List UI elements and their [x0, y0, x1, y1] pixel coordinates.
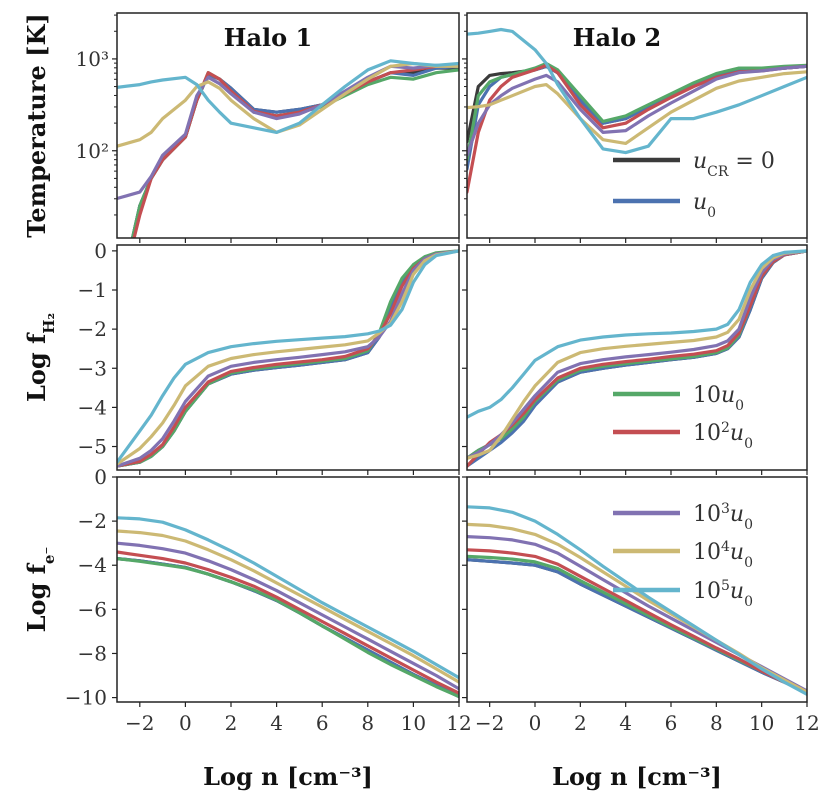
y-tick-label: −4: [78, 395, 107, 419]
series-line-10-4u0: [467, 249, 807, 460]
panel-fe-halo-2: −2 0 2 4 6 8 10 12: [462, 476, 820, 735]
series-line-10-3u0: [117, 541, 459, 691]
y-axis-label-fH2: Log fH₂: [22, 313, 58, 402]
panel-temperature-halo-2: Halo 2: [462, 12, 808, 243]
series-line-uCR-0: [467, 558, 807, 694]
legend-label: 102u0: [693, 420, 753, 452]
panel-frame: [116, 244, 460, 471]
y-tick-label: −3: [78, 356, 107, 380]
x-tick-label: 12: [794, 711, 819, 735]
legend-entry: 102u0: [613, 420, 753, 452]
x-tick-label: 4: [270, 711, 283, 735]
svg-text:Temperature [K]: Temperature [K]: [22, 13, 51, 237]
legend-entry: uCR = 0: [613, 149, 775, 180]
legend-label: uCR = 0: [693, 149, 775, 180]
series-line-uCR-0: [117, 557, 459, 699]
legend-label: 105u0: [693, 578, 753, 610]
x-tick-label: 10: [401, 711, 426, 735]
series-line-10-2u0: [117, 249, 459, 468]
series-line-10-3u0: [117, 63, 459, 201]
legend: uCR = 0 u0 10u0 102u0 103u0 104u0 105u0: [613, 149, 775, 610]
series-line-10-4u0: [117, 529, 459, 684]
svg-text:Log fH₂: Log fH₂: [22, 313, 58, 402]
legend-label: 103u0: [693, 501, 753, 533]
legend-entry: 103u0: [613, 501, 753, 533]
plot-layer: 10² 10³ Halo 1 Halo 2 Temperature [K] 0 −1 −2 −3…: [22, 12, 820, 791]
y-tick-label: −6: [78, 597, 107, 621]
x-tick-label: 0: [529, 711, 542, 735]
svg-text:Log fe⁻: Log fe⁻: [22, 547, 58, 633]
series-line-10-3u0: [467, 64, 807, 157]
y-tick-label: 10²: [76, 139, 109, 163]
panel-frame: [466, 244, 808, 471]
series-line-10-2u0: [117, 550, 459, 695]
series-line-u0: [117, 557, 459, 699]
y-tick-label: −8: [78, 641, 107, 665]
legend-entry: 104u0: [613, 539, 753, 571]
panel-frame: [466, 476, 808, 703]
series-line-10-3u0: [117, 249, 459, 468]
y-tick-label: 0: [94, 239, 107, 263]
y-tick-label: 10³: [76, 47, 109, 71]
x-tick-label: 8: [710, 711, 723, 735]
series-lines: [117, 59, 459, 238]
series-lines: [117, 516, 459, 699]
panel-frame: [466, 12, 808, 239]
y-tick-label: −2: [78, 317, 107, 341]
series-lines: [467, 505, 807, 696]
y-tick-label: 0: [94, 465, 107, 489]
x-tick-label: 6: [316, 711, 329, 735]
y-tick-label: −4: [78, 553, 107, 577]
series-line-10-4u0: [117, 61, 459, 148]
y-axis-label-fe: Log fe⁻: [22, 547, 58, 633]
series-line-10-5u0: [117, 249, 459, 464]
x-tick-label: 4: [619, 711, 632, 735]
panel-temperature-halo-1: 10² 10³ Halo 1: [76, 12, 460, 243]
series-line-10-2u0: [467, 548, 807, 695]
panel-frame: [116, 12, 460, 239]
legend-label: 104u0: [693, 539, 753, 571]
legend-entry: u0: [613, 190, 716, 221]
x-tick-label: 2: [574, 711, 587, 735]
legend-label: u0: [693, 190, 716, 221]
series-line-10u0: [117, 557, 459, 699]
panel-frame: [116, 476, 460, 703]
x-tick-label: 8: [361, 711, 374, 735]
legend-entry: 10u0: [613, 383, 744, 414]
x-tick-label: −2: [475, 711, 504, 735]
x-tick-label: 6: [665, 711, 678, 735]
y-tick-label: −1: [78, 278, 107, 302]
panel-fe-halo-1: −2 0 2 4 6 8 10 12 0 −2 −4 −6 −8 −10: [65, 465, 472, 735]
series-line-10-5u0: [467, 249, 807, 419]
panel-fH2-halo-2: [462, 244, 808, 475]
legend-entry: 105u0: [613, 578, 753, 610]
x-tick-label: 10: [749, 711, 774, 735]
y-tick-label: −5: [78, 435, 107, 459]
x-tick-label: 12: [446, 711, 471, 735]
x-tick-label: 2: [225, 711, 238, 735]
x-axis-label: Log n [cm⁻³]: [552, 762, 722, 791]
series-lines: [467, 249, 807, 468]
y-axis-label-temperature: Temperature [K]: [22, 13, 51, 237]
x-axis-label: Log n [cm⁻³]: [203, 762, 373, 791]
series-line-10-5u0: [467, 27, 807, 155]
panel-title: Halo 2: [573, 23, 661, 52]
series-lines: [467, 27, 807, 194]
series-line-10-4u0: [117, 249, 459, 466]
x-tick-label: −2: [125, 711, 154, 735]
panel-title: Halo 1: [224, 23, 312, 52]
series-line-10-5u0: [117, 59, 459, 134]
y-tick-label: −10: [65, 686, 107, 710]
series-line-10-4u0: [467, 70, 807, 145]
series-line-10-5u0: [117, 516, 459, 680]
series-line-10u0: [467, 61, 807, 162]
y-tick-label: −2: [78, 509, 107, 533]
series-line-u0: [467, 558, 807, 694]
legend-label: 10u0: [693, 383, 744, 414]
x-tick-label: 0: [179, 711, 192, 735]
series-lines: [117, 249, 459, 468]
panel-fH2-halo-1: 0 −1 −2 −3 −4 −5: [78, 239, 460, 475]
